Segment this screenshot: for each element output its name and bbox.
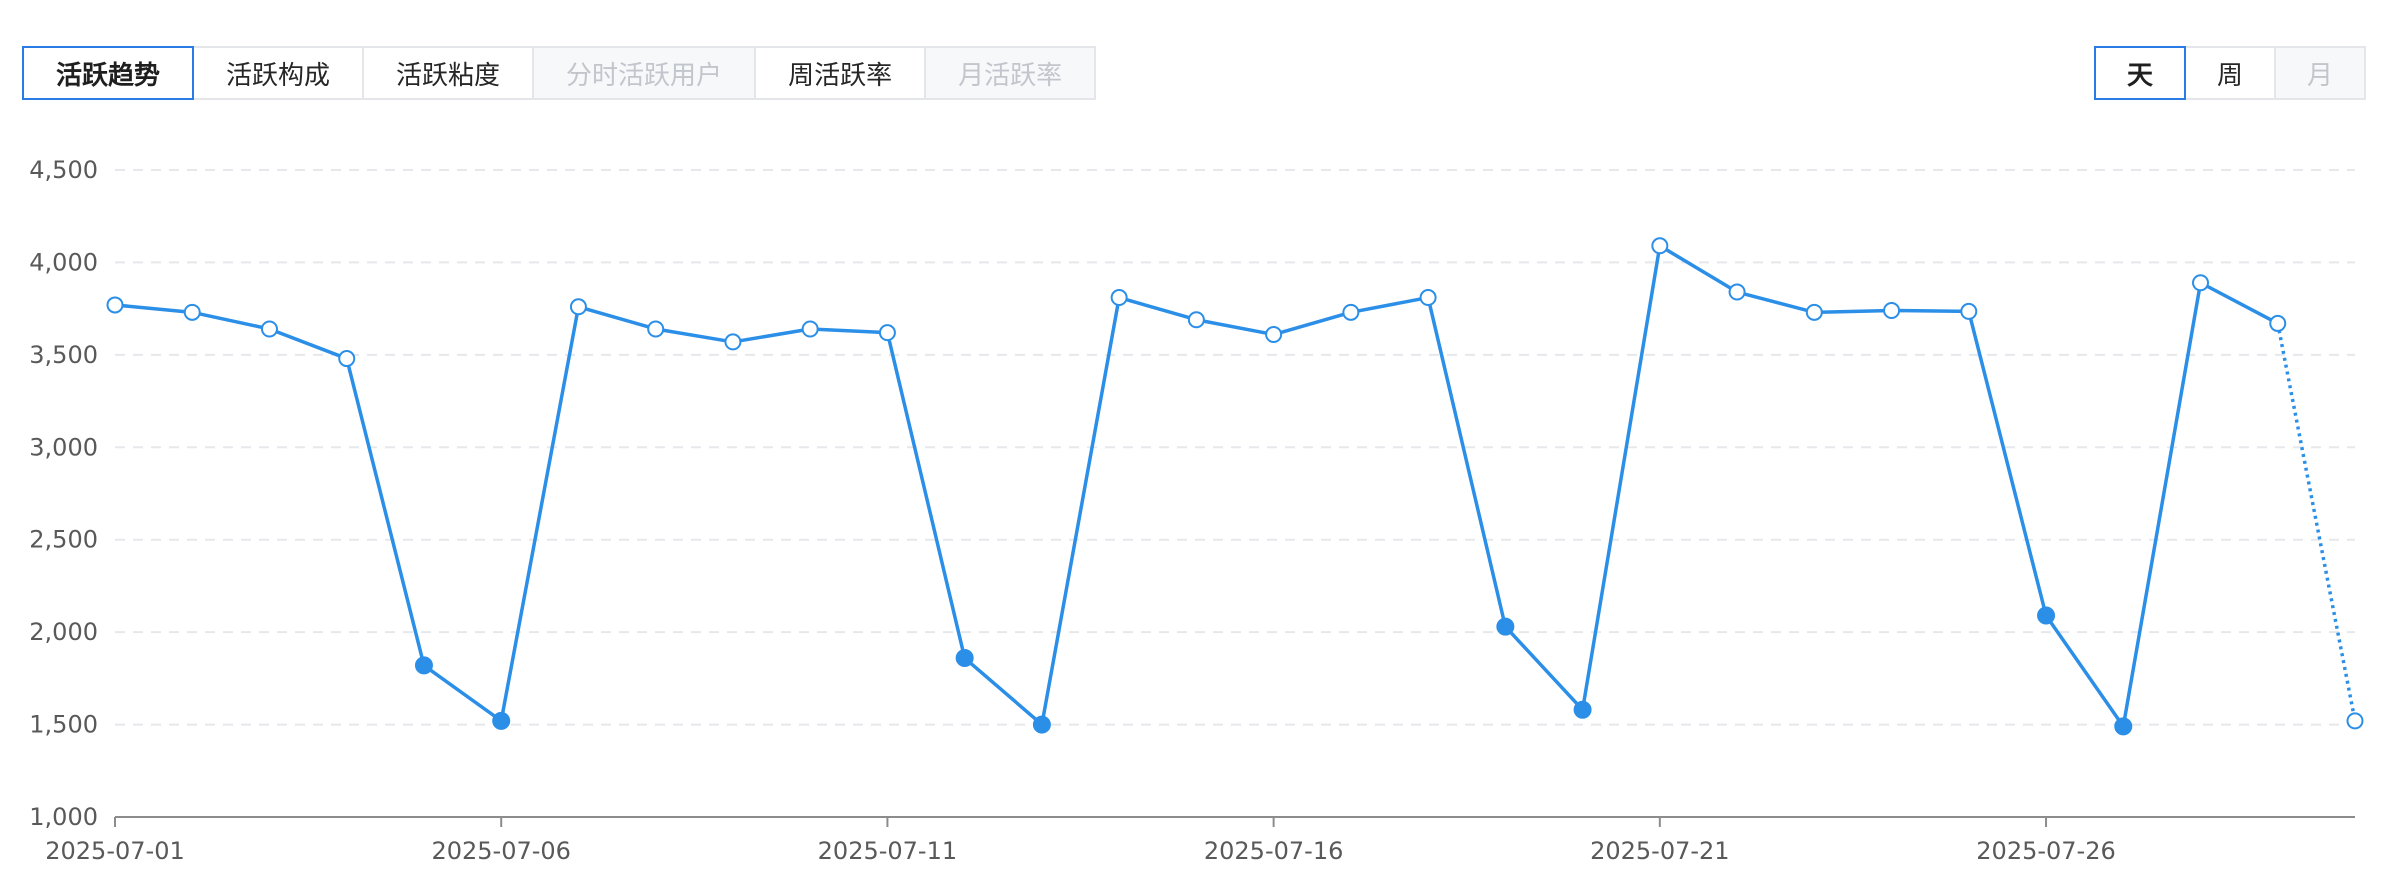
y-tick-label: 1,500 — [29, 711, 98, 739]
data-point[interactable] — [338, 350, 356, 368]
data-point[interactable] — [1419, 289, 1437, 307]
data-point[interactable] — [1496, 617, 1515, 636]
period-switch: 天周月 — [2094, 46, 2366, 100]
data-point[interactable] — [1651, 237, 1669, 255]
data-point[interactable] — [414, 656, 433, 675]
x-tick-label: 2025-07-16 — [1204, 837, 1343, 865]
y-tick-label: 2,000 — [29, 618, 98, 646]
x-axis: 2025-07-01 2025-07-06 2025-07-11 2025-07-16… — [45, 816, 2355, 865]
data-point[interactable] — [878, 324, 896, 342]
metric-tab-1[interactable]: 活跃构成 — [192, 46, 365, 100]
data-point[interactable] — [1187, 311, 1205, 329]
data-point[interactable] — [260, 320, 278, 338]
metric-tab-4[interactable]: 周活跃率 — [754, 46, 927, 100]
y-tick-label: 1,000 — [29, 803, 98, 831]
y-tick-label: 4,500 — [29, 156, 98, 184]
metric-tab-3: 分时活跃用户 — [532, 46, 757, 100]
data-point[interactable] — [183, 303, 201, 321]
data-point[interactable] — [492, 711, 511, 730]
data-point[interactable] — [1032, 715, 1051, 734]
period-tab-1[interactable]: 周 — [2184, 46, 2276, 100]
data-point[interactable] — [2192, 274, 2210, 292]
data-point[interactable] — [1265, 326, 1283, 344]
data-points — [106, 237, 2364, 736]
y-tick-label: 2,500 — [29, 526, 98, 554]
data-point[interactable] — [1573, 700, 1592, 719]
data-point[interactable] — [1110, 289, 1128, 307]
data-point[interactable] — [955, 649, 974, 668]
x-tick-label: 2025-07-06 — [431, 837, 570, 865]
data-point[interactable] — [1883, 301, 1901, 319]
data-point[interactable] — [2114, 717, 2133, 736]
data-point[interactable] — [569, 298, 587, 316]
grid-lines — [115, 169, 2355, 726]
metric-tab-2[interactable]: 活跃粘度 — [362, 46, 535, 100]
data-point[interactable] — [1342, 303, 1360, 321]
metric-tab-0[interactable]: 活跃趋势 — [22, 46, 195, 100]
data-point[interactable] — [724, 333, 742, 351]
metric-tabs: 活跃趋势 活跃构成 活跃粘度 分时活跃用户 周活跃率 月活跃率 — [22, 46, 1097, 100]
period-tab-0[interactable]: 天 — [2094, 46, 2186, 100]
period-tab-2: 月 — [2274, 46, 2366, 100]
x-tick-label: 2025-07-26 — [1976, 837, 2115, 865]
data-point[interactable] — [1805, 303, 1823, 321]
x-tick-label: 2025-07-11 — [818, 837, 957, 865]
y-tick-label: 4,000 — [29, 248, 98, 276]
data-point[interactable] — [647, 320, 665, 338]
data-point[interactable] — [2037, 606, 2056, 625]
data-point[interactable] — [1960, 302, 1978, 320]
data-point[interactable] — [2269, 314, 2287, 332]
metric-tab-5: 月活跃率 — [924, 46, 1097, 100]
y-tick-label: 3,000 — [29, 433, 98, 461]
x-tick-label: 2025-07-21 — [1590, 837, 1729, 865]
data-point[interactable] — [2346, 712, 2364, 730]
data-point[interactable] — [106, 296, 124, 314]
x-tick-label: 2025-07-01 — [45, 837, 184, 865]
y-tick-label: 3,500 — [29, 341, 98, 369]
y-axis: 1,000 1,500 2,000 2,500 3,000 3,500 4,000 4,500 — [29, 156, 98, 831]
data-point[interactable] — [801, 320, 819, 338]
data-point[interactable] — [1728, 283, 1746, 301]
series-line — [114, 244, 2357, 729]
series-line-projected — [2276, 323, 2357, 722]
